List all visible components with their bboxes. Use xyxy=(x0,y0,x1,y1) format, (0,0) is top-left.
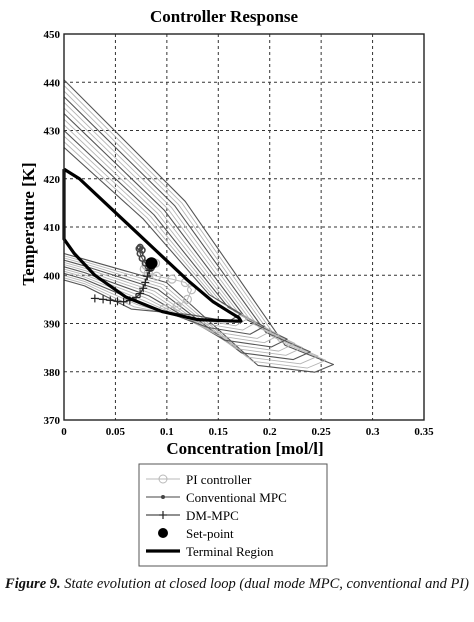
legend-item-conventional-mpc: Conventional MPC xyxy=(146,490,287,505)
pi-point xyxy=(182,294,193,304)
plot-frame xyxy=(63,33,425,421)
y-axis-label: Temperature [K] xyxy=(19,162,38,285)
contour-line xyxy=(64,107,296,352)
grid xyxy=(64,34,424,420)
legend-label-terminal-region: Terminal Region xyxy=(186,544,274,559)
y-tick-label: 380 xyxy=(44,367,61,379)
figure: Controller Response Concentration [mol/l… xyxy=(19,7,435,567)
legend-label-set-point: Set-point xyxy=(186,526,234,541)
contour-line xyxy=(64,130,265,335)
pi-point xyxy=(151,271,162,281)
caption-label: Figure 9. xyxy=(5,576,61,592)
x-tick-label: 0.1 xyxy=(160,426,174,438)
legend-label-conventional-mpc: Conventional MPC xyxy=(186,490,287,505)
pi-point xyxy=(167,274,177,284)
caption-text: State evolution at closed loop (dual mod… xyxy=(64,576,469,592)
x-axis-label: Concentration [mol/l] xyxy=(166,439,323,458)
pi-point xyxy=(186,285,197,295)
x-tick-label: 0.2 xyxy=(263,426,277,438)
y-tick-label: 390 xyxy=(44,319,61,331)
contour-line xyxy=(64,102,304,356)
filled-circle-icon xyxy=(158,528,168,538)
contour-line xyxy=(64,79,335,373)
figure-caption: Figure 9. State evolution at closed loop… xyxy=(0,574,474,595)
y-tick-label: 450 xyxy=(44,29,61,41)
legend-item-dm-mpc: DM-MPC xyxy=(146,508,239,523)
plus-line-icon xyxy=(146,511,180,519)
contour-line xyxy=(64,85,327,369)
y-tick-label: 410 xyxy=(44,222,61,234)
x-tick-label: 0.25 xyxy=(312,426,332,438)
y-tick-label: 370 xyxy=(44,415,61,427)
pi-point xyxy=(172,302,182,312)
y-tick-label: 400 xyxy=(44,270,61,282)
circle-open-line-icon xyxy=(146,474,180,484)
legend-item-terminal-region: Terminal Region xyxy=(146,544,274,559)
set-point-marker xyxy=(145,257,158,270)
contour-line xyxy=(64,113,288,348)
chart-title: Controller Response xyxy=(150,7,299,26)
y-tick-label: 440 xyxy=(44,77,61,89)
tick-labels: 0 0.05 0.1 0.15 0.2 0.25 0.3 0.35 370 380 390 400 41… xyxy=(44,29,435,438)
legend-label-pi: PI controller xyxy=(186,472,252,487)
contour-line xyxy=(64,124,273,339)
x-tick-label: 0.35 xyxy=(414,426,434,438)
dot-line-icon xyxy=(146,495,180,499)
legend-label-dm-mpc: DM-MPC xyxy=(186,508,239,523)
y-tick-label: 420 xyxy=(44,174,61,186)
x-tick-label: 0.3 xyxy=(366,426,380,438)
contour-line xyxy=(64,135,257,331)
mpc-point xyxy=(138,254,146,262)
x-tick-label: 0.05 xyxy=(106,426,126,438)
contour-line xyxy=(64,90,319,365)
contour-line xyxy=(64,141,250,327)
legend-item-pi: PI controller xyxy=(146,472,252,487)
legend-item-set-point: Set-point xyxy=(158,526,234,541)
x-tick-label: 0.15 xyxy=(209,426,229,438)
legend: PI controller Conventional MPC DM-MPC Se… xyxy=(138,463,328,567)
series-terminal-region xyxy=(62,167,243,323)
x-tick-label: 0 xyxy=(61,426,67,438)
contour-line xyxy=(64,96,311,361)
series-layer xyxy=(62,167,243,323)
y-tick-label: 430 xyxy=(44,126,61,138)
